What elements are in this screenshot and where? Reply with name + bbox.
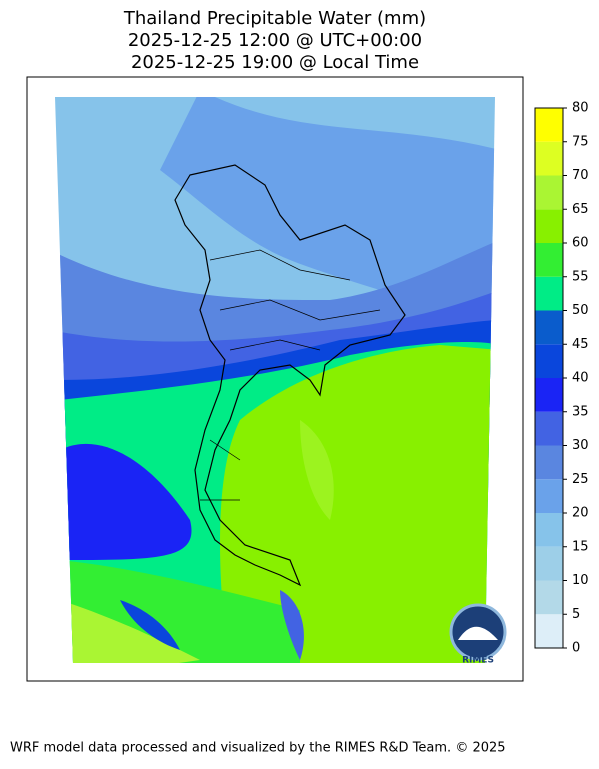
colorbar-segment xyxy=(535,513,563,547)
colorbar-segment xyxy=(535,310,563,345)
colorbar-tick-label: 5 xyxy=(572,607,580,622)
colorbar-tick-label: 25 xyxy=(572,472,589,487)
colorbar-segment xyxy=(535,580,563,615)
colorbar-tick-label: 50 xyxy=(572,303,589,318)
colorbar-segment xyxy=(535,378,563,412)
logo: RIMES xyxy=(449,603,507,666)
colorbar-segment xyxy=(535,175,563,210)
colorbar-segment xyxy=(535,614,563,648)
colorbar-segment xyxy=(535,479,563,513)
colorbar-segment xyxy=(535,411,563,446)
colorbar-segment xyxy=(535,546,563,581)
colorbar-tick-label: 20 xyxy=(572,506,589,521)
colorbar-tick-label: 65 xyxy=(572,202,589,217)
colorbar-segment xyxy=(535,108,563,142)
colorbar-segment xyxy=(535,243,563,277)
colorbar-tick-label: 30 xyxy=(572,438,589,453)
colorbar-tick-label: 0 xyxy=(572,641,580,656)
colorbar-tick-label: 55 xyxy=(572,269,589,284)
colorbar-segment xyxy=(535,445,563,480)
colorbar-segment xyxy=(535,344,563,378)
logo-text: RIMES xyxy=(462,656,494,666)
colorbar-tick-label: 10 xyxy=(572,573,589,588)
logo-wave xyxy=(458,626,498,640)
footer: WRF model data processed and visualized … xyxy=(10,741,506,756)
colorbar-tick-label: 40 xyxy=(572,371,589,386)
colorbar-tick-label: 70 xyxy=(572,168,589,183)
title-line: Thailand Precipitable Water (mm) xyxy=(123,8,426,29)
colorbar-segment xyxy=(535,276,563,311)
colorbar-tick-label: 15 xyxy=(572,539,589,554)
country-outline xyxy=(174,164,406,587)
title-line: 2025-12-25 12:00 @ UTC+00:00 xyxy=(128,30,422,51)
map-field xyxy=(55,97,495,663)
colorbar-tick-label: 35 xyxy=(572,404,589,419)
colorbar: 0 5 10 15 20 25 30 35 40 45 50 55 60 65 70 75 80 xyxy=(534,101,589,656)
colorbar-tick-label: 45 xyxy=(572,337,589,352)
colorbar-segment xyxy=(535,209,563,243)
titles: Thailand Precipitable Water (mm) 2025-12… xyxy=(123,8,426,73)
title-line: 2025-12-25 19:00 @ Local Time xyxy=(131,52,419,73)
colorbar-tick-label: 75 xyxy=(572,134,589,149)
colorbar-tick-label: 80 xyxy=(572,101,589,116)
colorbar-segment xyxy=(535,141,563,176)
colorbar-tick-label: 60 xyxy=(572,236,589,251)
province-borders xyxy=(200,249,381,501)
